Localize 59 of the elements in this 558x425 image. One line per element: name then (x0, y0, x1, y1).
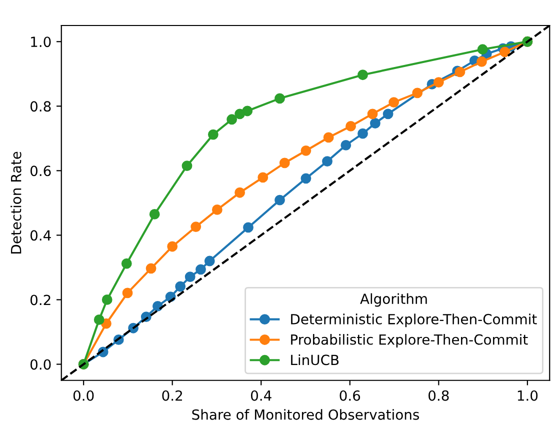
x-tick-label: 0.2 (162, 390, 182, 401)
point (500, 46, 510, 58)
point (412, 88, 423, 98)
point (146, 263, 156, 274)
point (300, 173, 312, 184)
y-tick-label: 0.8 (30, 101, 51, 112)
point (433, 77, 444, 88)
point (358, 128, 368, 139)
x-tick-label: 0.0 (73, 390, 94, 401)
point (340, 140, 352, 150)
point (477, 44, 488, 55)
point (122, 288, 133, 298)
legend-label: LinUCB (291, 354, 339, 366)
point (300, 145, 312, 156)
point (167, 241, 178, 252)
legend-label: Probabilistic Explore-Then-Commit (291, 334, 528, 348)
point (367, 108, 378, 120)
point (274, 194, 285, 206)
legend-title: Algorithm (360, 293, 427, 307)
point (279, 158, 290, 168)
point (274, 93, 285, 104)
point (454, 66, 466, 78)
y-tick-label: 0.2 (30, 294, 50, 306)
point (243, 222, 254, 233)
point (175, 281, 186, 292)
point (322, 156, 332, 167)
point (204, 256, 215, 266)
point (476, 56, 487, 67)
point (121, 258, 132, 269)
point (234, 187, 246, 198)
point (182, 160, 192, 172)
point (208, 129, 218, 140)
y-axis-title: Detection Rate (10, 152, 22, 254)
point (370, 118, 380, 128)
x-tick-label: 0.4 (250, 390, 272, 401)
legend-label: Deterministic Explore-Then-Commit (291, 314, 537, 328)
point (190, 222, 202, 232)
point (94, 314, 104, 325)
point (184, 272, 196, 282)
point (358, 70, 368, 80)
point (149, 209, 160, 220)
point (242, 106, 253, 116)
point (388, 97, 400, 108)
x-tick-label: 0.6 (340, 390, 360, 401)
y-tick-label: 0.4 (30, 230, 51, 241)
y-tick-label: 0.0 (30, 359, 51, 370)
point (258, 172, 268, 183)
point (196, 264, 206, 275)
x-axis-title: Share of Monitored Observations (192, 409, 420, 420)
y-tick-label: 0.6 (30, 166, 51, 176)
y-tick-label: 1.0 (31, 36, 51, 48)
point (226, 114, 238, 125)
x-tick-label: 0.8 (428, 390, 449, 401)
point (323, 132, 334, 143)
point (102, 294, 112, 305)
x-tick-label: 1.0 (518, 390, 538, 401)
point (212, 204, 222, 215)
point (382, 108, 394, 120)
point (346, 120, 356, 132)
